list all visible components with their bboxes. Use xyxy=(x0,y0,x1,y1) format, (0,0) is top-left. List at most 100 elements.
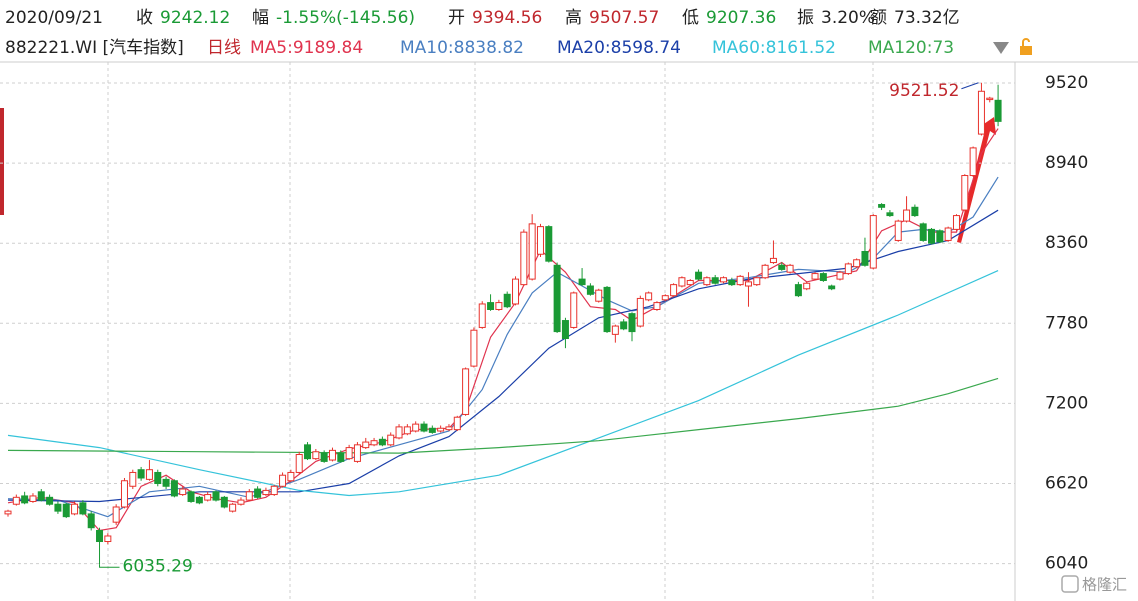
candle-body xyxy=(87,513,95,529)
candle-body xyxy=(162,478,170,487)
candle-body xyxy=(137,469,145,479)
label: 收 xyxy=(136,8,153,28)
candle-body xyxy=(4,510,12,515)
candle-body xyxy=(836,271,844,280)
candle-body xyxy=(952,215,960,230)
candle-body xyxy=(129,471,137,487)
candle-body xyxy=(611,325,619,335)
candle-body xyxy=(453,416,461,431)
label: 幅 xyxy=(252,8,269,28)
candle-body xyxy=(994,99,1002,122)
legend-entry: MA10:8838.82 xyxy=(400,38,524,58)
candle-body xyxy=(437,427,445,432)
y-tick-label: 8360 xyxy=(1045,233,1088,253)
candle-body xyxy=(395,426,403,439)
legend-entry: MA5:9189.84 xyxy=(250,38,363,58)
watermark-text: 格隆汇 xyxy=(1082,576,1127,594)
candle-body xyxy=(428,427,436,433)
y-tick-label: 7780 xyxy=(1045,313,1088,333)
candle-body xyxy=(861,250,869,266)
candle-body xyxy=(104,535,112,543)
candle-body xyxy=(245,491,253,501)
label: 额 xyxy=(870,8,887,28)
annotation-leader xyxy=(99,564,120,568)
plot xyxy=(4,82,1002,565)
lock-icon[interactable] xyxy=(1020,38,1032,55)
candle-body xyxy=(844,263,852,275)
candle-body xyxy=(620,321,628,330)
candle-body xyxy=(661,295,669,301)
candle-body xyxy=(570,292,578,328)
candle-body xyxy=(645,292,653,301)
candle-body xyxy=(586,285,594,295)
candle-body xyxy=(886,212,894,217)
label: 高 xyxy=(565,8,582,28)
header: 2020/09/21 收 9242.12 幅 -1.55%(-145.56) 开… xyxy=(5,8,960,58)
candle-body xyxy=(204,494,212,501)
candle-body xyxy=(928,228,936,244)
candle-body xyxy=(21,495,29,504)
period: 日线 xyxy=(207,38,241,58)
legend-entry: MA20:8598.74 xyxy=(557,38,681,58)
candle-body xyxy=(420,423,428,432)
candle-body xyxy=(145,469,153,480)
dropdown-icon[interactable] xyxy=(993,42,1009,54)
candle-body xyxy=(337,452,345,462)
candle-body xyxy=(112,506,120,523)
label: 开 xyxy=(448,8,465,28)
date: 2020/09/21 xyxy=(5,8,103,28)
candle-body xyxy=(170,480,178,497)
candle-body xyxy=(536,226,544,255)
candle-body xyxy=(744,281,752,287)
candle-body xyxy=(520,231,528,286)
candle-body xyxy=(653,302,661,310)
candle-body xyxy=(786,264,794,273)
candle-body xyxy=(603,286,611,333)
candle-body xyxy=(304,444,312,460)
candle-body xyxy=(819,273,827,281)
value: 3.20% xyxy=(821,8,875,28)
legend-entry: MA120:73 xyxy=(868,38,954,58)
candle-body xyxy=(670,284,678,297)
candle-body xyxy=(703,277,711,286)
ma-line xyxy=(7,270,999,497)
lock-body xyxy=(1020,46,1032,55)
candle-body xyxy=(378,438,386,446)
candle-body xyxy=(769,257,777,264)
candle-body xyxy=(919,223,927,241)
candle-body xyxy=(470,329,478,367)
candle-body xyxy=(353,444,361,462)
candle-body xyxy=(595,289,603,302)
candle-body xyxy=(96,529,104,543)
candle-body xyxy=(120,480,128,508)
candle-body xyxy=(254,488,262,498)
candle-body xyxy=(478,303,486,328)
candle-body xyxy=(911,206,919,217)
candle-body xyxy=(778,264,786,270)
candle-body xyxy=(12,496,20,505)
candle-body xyxy=(828,285,836,290)
watermark-logo xyxy=(1061,575,1079,593)
candle-body xyxy=(628,313,636,333)
value: 9242.12 xyxy=(160,8,230,28)
candle-body xyxy=(362,441,370,449)
candle-body xyxy=(636,297,644,327)
candle-body xyxy=(179,488,187,496)
annotation: 6035.29 xyxy=(123,556,193,576)
candle-body xyxy=(678,277,686,287)
candle-body xyxy=(803,282,811,290)
candle-body xyxy=(761,264,769,279)
ma-line xyxy=(7,128,999,532)
candle-body xyxy=(54,503,62,512)
candle-body xyxy=(711,277,719,284)
candle-body xyxy=(944,227,952,241)
y-tick-label: 6620 xyxy=(1045,474,1088,494)
candle-body xyxy=(328,449,336,461)
candle-body xyxy=(195,496,203,504)
candle-body xyxy=(46,496,54,505)
candle-body xyxy=(187,491,195,502)
candle-body xyxy=(936,230,944,243)
candle-body xyxy=(961,175,969,211)
